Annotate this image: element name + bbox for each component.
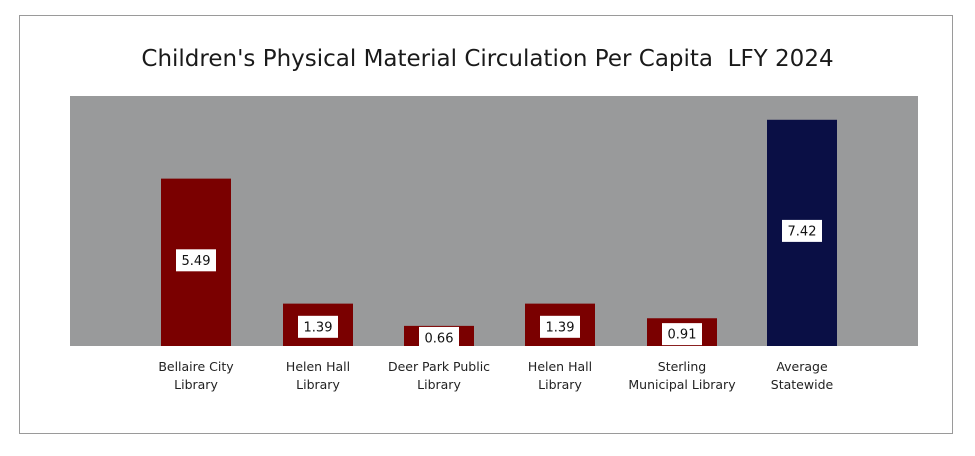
category-label-2-line-1: Helen Hall [286,359,350,374]
category-label-2-line-2: Library [296,377,340,392]
data-label-box-5 [662,323,702,346]
category-label-1-line-2: Library [174,377,218,392]
category-label-3-line-1: Deer Park Public [388,359,490,374]
data-label-2: 1.39 [304,320,333,335]
category-label-3-line-2: Library [417,377,461,392]
data-label-3: 0.66 [425,331,454,346]
category-label-6-line-1: Average [776,359,828,374]
data-label-6: 7.42 [788,224,817,239]
data-label-box-3 [419,326,459,349]
category-label-1-line-1: Bellaire City [158,359,234,374]
data-label-1: 5.49 [182,254,211,269]
data-label-4: 1.39 [546,320,575,335]
category-label-5-line-1: Sterling [658,359,706,374]
category-label-4-line-2: Library [538,377,582,392]
category-label-4-line-1: Helen Hall [528,359,592,374]
data-label-5: 0.91 [668,328,697,343]
data-label-box-4 [540,315,580,338]
category-label-6-line-2: Statewide [771,377,834,392]
data-label-box-1 [176,249,216,272]
category-label-5-line-2: Municipal Library [628,377,736,392]
data-label-box-2 [298,315,338,338]
data-label-box-6 [782,219,822,242]
chart-title: Children's Physical Material Circulation… [141,46,834,72]
